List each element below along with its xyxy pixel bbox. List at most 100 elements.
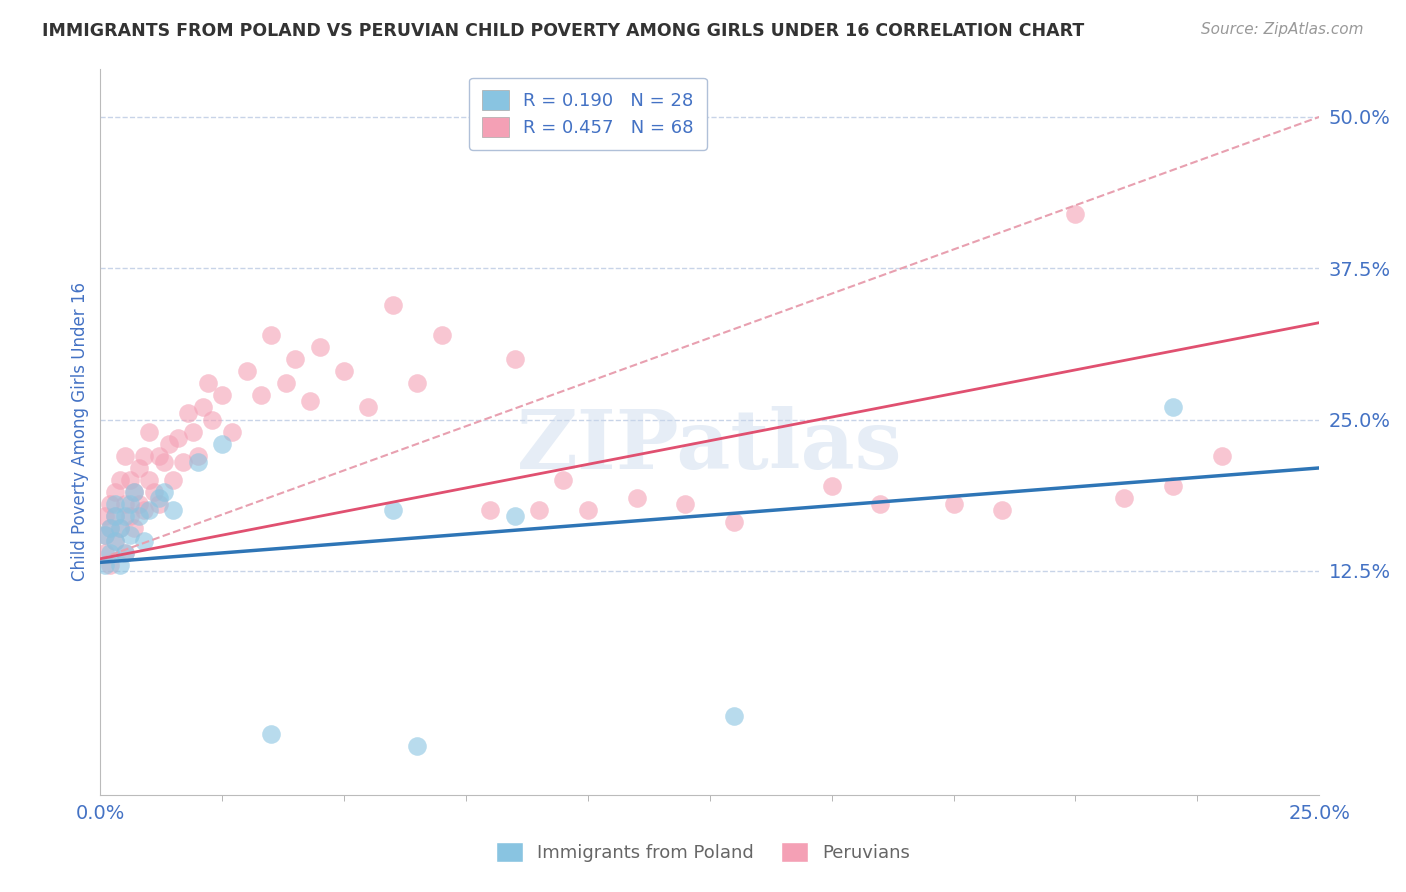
Point xyxy=(94,558,117,572)
Point xyxy=(104,485,127,500)
Point xyxy=(381,503,404,517)
Point xyxy=(114,509,136,524)
Point xyxy=(98,546,121,560)
Point xyxy=(723,709,745,723)
Point xyxy=(576,503,599,517)
Point xyxy=(114,546,136,560)
Point xyxy=(104,509,127,524)
Point xyxy=(134,503,156,517)
Point xyxy=(991,503,1014,517)
Point xyxy=(820,479,842,493)
Point xyxy=(124,521,146,535)
Point xyxy=(114,546,136,560)
Text: Source: ZipAtlas.com: Source: ZipAtlas.com xyxy=(1201,22,1364,37)
Legend: Immigrants from Poland, Peruvians: Immigrants from Poland, Peruvians xyxy=(488,835,918,870)
Point xyxy=(177,407,200,421)
Point xyxy=(114,449,136,463)
Point xyxy=(138,503,160,517)
Point xyxy=(162,473,184,487)
Point xyxy=(98,521,121,535)
Point xyxy=(118,473,141,487)
Point xyxy=(114,497,136,511)
Point xyxy=(1114,491,1136,506)
Point xyxy=(333,364,356,378)
Point xyxy=(723,516,745,530)
Point xyxy=(187,449,209,463)
Point xyxy=(104,509,127,524)
Point xyxy=(284,351,307,366)
Point xyxy=(118,497,141,511)
Point xyxy=(1161,401,1184,415)
Point xyxy=(148,497,170,511)
Point xyxy=(250,388,273,402)
Point xyxy=(553,473,575,487)
Point xyxy=(108,558,131,572)
Point xyxy=(626,491,648,506)
Point xyxy=(187,455,209,469)
Point xyxy=(260,327,283,342)
Point xyxy=(211,388,233,402)
Point xyxy=(152,485,174,500)
Point xyxy=(124,485,146,500)
Point xyxy=(869,497,891,511)
Point xyxy=(406,739,429,754)
Point xyxy=(942,497,965,511)
Text: IMMIGRANTS FROM POLAND VS PERUVIAN CHILD POVERTY AMONG GIRLS UNDER 16 CORRELATIO: IMMIGRANTS FROM POLAND VS PERUVIAN CHILD… xyxy=(42,22,1084,40)
Point xyxy=(118,509,141,524)
Point xyxy=(134,449,156,463)
Point xyxy=(138,473,160,487)
Point xyxy=(503,351,526,366)
Text: ZIPatlas: ZIPatlas xyxy=(517,406,903,486)
Point xyxy=(108,473,131,487)
Point xyxy=(260,727,283,741)
Point xyxy=(479,503,502,517)
Point xyxy=(1211,449,1233,463)
Point xyxy=(128,509,150,524)
Point xyxy=(157,436,180,450)
Point xyxy=(94,527,117,541)
Point xyxy=(1161,479,1184,493)
Point xyxy=(118,527,141,541)
Point xyxy=(162,503,184,517)
Point xyxy=(181,425,204,439)
Point xyxy=(406,376,429,391)
Point xyxy=(128,497,150,511)
Point xyxy=(108,521,131,535)
Point xyxy=(124,485,146,500)
Point xyxy=(128,461,150,475)
Point xyxy=(221,425,243,439)
Point xyxy=(211,436,233,450)
Point xyxy=(201,412,224,426)
Point xyxy=(167,431,190,445)
Point xyxy=(148,491,170,506)
Point xyxy=(98,521,121,535)
Point xyxy=(138,425,160,439)
Point xyxy=(308,340,330,354)
Point xyxy=(1064,207,1087,221)
Point xyxy=(235,364,257,378)
Point xyxy=(197,376,219,391)
Point xyxy=(98,497,121,511)
Point xyxy=(94,546,117,560)
Point xyxy=(104,533,127,548)
Point xyxy=(104,533,127,548)
Point xyxy=(108,521,131,535)
Y-axis label: Child Poverty Among Girls Under 16: Child Poverty Among Girls Under 16 xyxy=(72,282,89,582)
Point xyxy=(148,449,170,463)
Point xyxy=(503,509,526,524)
Point xyxy=(673,497,696,511)
Point xyxy=(94,527,117,541)
Point xyxy=(98,558,121,572)
Point xyxy=(172,455,194,469)
Point xyxy=(274,376,297,391)
Point xyxy=(381,297,404,311)
Point xyxy=(527,503,550,517)
Point xyxy=(152,455,174,469)
Point xyxy=(430,327,453,342)
Legend: R = 0.190   N = 28, R = 0.457   N = 68: R = 0.190 N = 28, R = 0.457 N = 68 xyxy=(470,78,707,150)
Point xyxy=(298,394,321,409)
Point xyxy=(357,401,380,415)
Point xyxy=(191,401,214,415)
Point xyxy=(143,485,166,500)
Point xyxy=(134,533,156,548)
